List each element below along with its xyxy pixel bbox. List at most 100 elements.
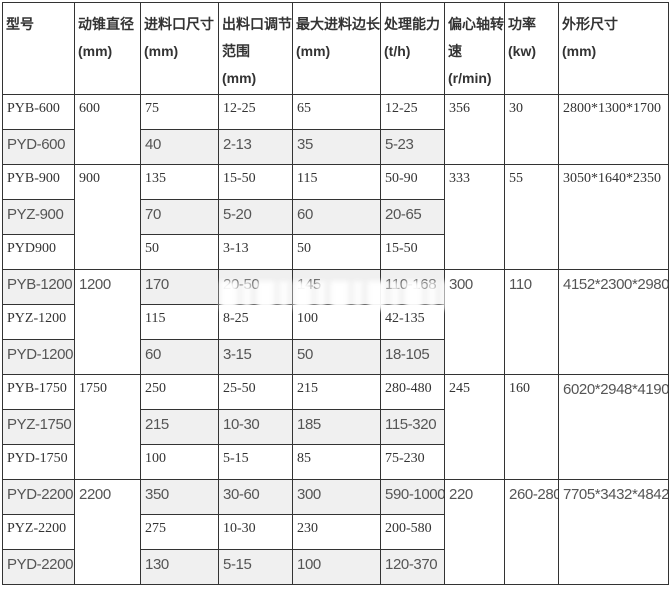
max-feed-edge-cell: 115 xyxy=(292,164,381,200)
capacity-cell: 12-25 xyxy=(380,94,445,130)
feed-size-cell: 135 xyxy=(140,164,219,200)
adjust-range-cell: 30-60 xyxy=(218,479,293,515)
capacity-cell: 15-50 xyxy=(380,234,445,270)
max-feed-edge-cell: 50 xyxy=(292,234,381,270)
max-feed-edge-cell: 65 xyxy=(292,94,381,130)
adjust-range-cell: 12-25 xyxy=(218,94,293,130)
max-feed-edge-cell: 50 xyxy=(292,339,381,375)
model-cell: PYD900 xyxy=(2,234,75,270)
table-row: PYB-1200 1200 170 20-50 145 110-168 300 110 4152… xyxy=(2,269,669,375)
column-header: 出料口调节 范围 (mm) xyxy=(218,2,293,95)
adjust-range-cell: 15-50 xyxy=(218,164,293,200)
column-header: 进料口尺寸 (mm) xyxy=(140,2,219,95)
power-cell: 110 xyxy=(504,269,559,375)
capacity-cell: 18-105 xyxy=(380,339,445,375)
capacity-cell: 200-580 xyxy=(380,514,445,550)
power-cell: 55 xyxy=(504,164,559,270)
feed-size-cell: 70 xyxy=(140,199,219,235)
power-cell: 260-280 xyxy=(504,479,559,585)
max-feed-edge-cell: 85 xyxy=(292,444,381,480)
dimensions-cell: 3050*1640*2350 xyxy=(558,164,669,270)
diameter-cell: 1200 xyxy=(74,269,141,375)
column-header: 偏心轴转 速 (r/min) xyxy=(444,2,505,95)
adjust-range-cell: 25-50 xyxy=(218,374,293,410)
table-row: PYZ-2200 275 10-30 230 200-580 xyxy=(2,514,669,550)
feed-size-cell: 50 xyxy=(140,234,219,270)
speed-cell: 245 xyxy=(444,374,505,480)
max-feed-edge-cell: 145 xyxy=(292,269,381,305)
power-cell: 160 xyxy=(504,374,559,480)
speed-cell: 300 xyxy=(444,269,505,375)
feed-size-cell: 215 xyxy=(140,409,219,445)
speed-cell: 333 xyxy=(444,164,505,270)
model-cell: PYZ-2200 xyxy=(2,514,75,550)
max-feed-edge-cell: 215 xyxy=(292,374,381,410)
feed-size-cell: 350 xyxy=(140,479,219,515)
diameter-cell: 2200 xyxy=(74,479,141,585)
adjust-range-cell: 3-13 xyxy=(218,234,293,270)
adjust-range-cell: 10-30 xyxy=(218,409,293,445)
model-cell: PYB-1200 xyxy=(2,269,75,305)
table-row: PYD-600 40 2-13 35 5-23 xyxy=(2,129,669,165)
column-header: 功率 (kw) xyxy=(504,2,559,95)
table-row: PYZ-1750 215 10-30 185 115-320 xyxy=(2,409,669,445)
max-feed-edge-cell: 35 xyxy=(292,129,381,165)
capacity-cell: 42-135 xyxy=(380,304,445,340)
column-header: 型号 xyxy=(2,2,75,95)
feed-size-cell: 275 xyxy=(140,514,219,550)
spec-table: 型号 动锥直径 (mm) 进料口尺寸 (mm) 出料口调节 范围 (mm) 最大进料边长… xyxy=(2,2,669,585)
capacity-cell: 50-90 xyxy=(380,164,445,200)
column-header: 处理能力 (t/h) xyxy=(380,2,445,95)
feed-size-cell: 170 xyxy=(140,269,219,305)
adjust-range-cell: 5-15 xyxy=(218,549,293,585)
column-header: 动锥直径 (mm) xyxy=(74,2,141,95)
capacity-cell: 115-320 xyxy=(380,409,445,445)
speed-cell: 356 xyxy=(444,94,505,165)
table-row: PYD-2200 2200 350 30-60 300 590-1000 220 260-28… xyxy=(2,479,669,585)
model-cell: PYZ-1750 xyxy=(2,409,75,445)
column-header: 最大进料边长 (mm) xyxy=(292,2,381,95)
feed-size-cell: 130 xyxy=(140,549,219,585)
feed-size-cell: 60 xyxy=(140,339,219,375)
feed-size-cell: 40 xyxy=(140,129,219,165)
capacity-cell: 20-65 xyxy=(380,199,445,235)
model-cell: PYD-1200 xyxy=(2,339,75,375)
model-cell: PYZ-1200 xyxy=(2,304,75,340)
model-cell: PYB-600 xyxy=(2,94,75,130)
table-row: PYD-2200 130 5-15 100 120-370 xyxy=(2,549,669,585)
model-cell: PYB-1750 xyxy=(2,374,75,410)
table-row: PYZ-900 70 5-20 60 20-65 xyxy=(2,199,669,235)
adjust-range-cell: 10-30 xyxy=(218,514,293,550)
feed-size-cell: 115 xyxy=(140,304,219,340)
header-row: 型号 动锥直径 (mm) 进料口尺寸 (mm) 出料口调节 范围 (mm) 最大进料边长… xyxy=(2,2,669,95)
model-cell: PYD-1750 xyxy=(2,444,75,480)
model-cell: PYD-2200 xyxy=(2,479,75,515)
column-header: 外形尺寸 (mm) xyxy=(558,2,669,95)
max-feed-edge-cell: 300 xyxy=(292,479,381,515)
capacity-cell: 75-230 xyxy=(380,444,445,480)
dimensions-cell: 7705*3432*4842 xyxy=(558,479,669,585)
diameter-cell: 900 xyxy=(74,164,141,270)
model-cell: PYD-2200 xyxy=(2,549,75,585)
capacity-cell: 280-480 xyxy=(380,374,445,410)
max-feed-edge-cell: 100 xyxy=(292,549,381,585)
adjust-range-cell: 5-20 xyxy=(218,199,293,235)
diameter-cell: 1750 xyxy=(74,374,141,480)
table-row: PYZ-1200 115 8-25 100 42-135 xyxy=(2,304,669,340)
table-row: PYB-1750 1750 250 25-50 215 280-480 245 160 6020… xyxy=(2,374,669,480)
table-row: PYB-600 600 75 12-25 65 12-25 356 30 2800*1300*1… xyxy=(2,94,669,165)
max-feed-edge-cell: 100 xyxy=(292,304,381,340)
table-row: PYD-1750 100 5-15 85 75-230 xyxy=(2,444,669,480)
max-feed-edge-cell: 230 xyxy=(292,514,381,550)
capacity-cell: 110-168 xyxy=(380,269,445,305)
feed-size-cell: 100 xyxy=(140,444,219,480)
table-row: PYB-900 900 135 15-50 115 50-90 333 55 3050*1640… xyxy=(2,164,669,270)
capacity-cell: 120-370 xyxy=(380,549,445,585)
diameter-cell: 600 xyxy=(74,94,141,165)
max-feed-edge-cell: 185 xyxy=(292,409,381,445)
model-cell: PYZ-900 xyxy=(2,199,75,235)
adjust-range-cell: 20-50 xyxy=(218,269,293,305)
model-cell: PYD-600 xyxy=(2,129,75,165)
dimensions-cell: 6020*2948*4190 xyxy=(558,374,669,480)
adjust-range-cell: 2-13 xyxy=(218,129,293,165)
